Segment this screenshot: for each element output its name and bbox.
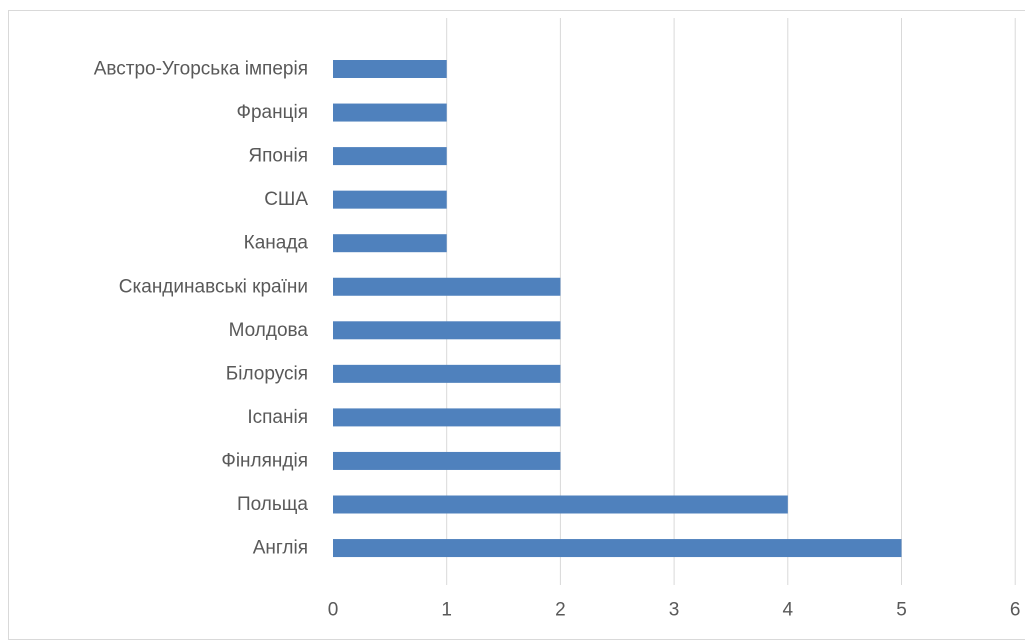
bar-2 [333,147,447,166]
x-tick-label-3: 3 [669,600,680,621]
x-tick-label-5: 5 [896,600,907,621]
category-labels: Австро-Угорська імперія Франція Японія США К… [94,59,309,559]
bar-8 [333,408,561,427]
category-label-3: США [264,189,308,210]
x-tick-label-4: 4 [783,600,794,621]
bar-9 [333,451,561,470]
x-tick-label-0: 0 [328,600,339,621]
x-axis-tick-labels: 0 1 2 3 4 5 6 [328,600,1021,621]
bar-11 [333,539,902,558]
bar-6 [333,321,561,340]
bar-7 [333,364,561,383]
bar-1 [333,103,447,122]
category-label-8: Іспанія [247,407,308,428]
category-label-2: Японія [248,146,308,167]
category-label-10: Польща [237,494,308,515]
x-tick-label-6: 6 [1010,600,1021,621]
bar-chart: Австро-Угорська імперія Франція Японія США К… [94,18,1021,621]
category-label-4: Канада [244,233,309,254]
category-label-7: Білорусія [226,363,308,384]
category-label-5: Скандинавські країни [119,276,308,297]
bar-4 [333,234,447,253]
bar-0 [333,60,447,78]
x-tick-label-1: 1 [441,600,452,621]
category-label-9: Фінляндія [221,450,308,471]
bar-10 [333,495,788,514]
category-label-6: Молдова [229,320,309,341]
x-tick-label-2: 2 [555,600,566,621]
bars [333,60,902,558]
bar-5 [333,277,561,296]
bar-3 [333,190,447,209]
category-label-11: Англія [253,538,308,559]
category-label-1: Франція [237,102,308,123]
category-label-0: Австро-Угорська імперія [94,59,308,80]
